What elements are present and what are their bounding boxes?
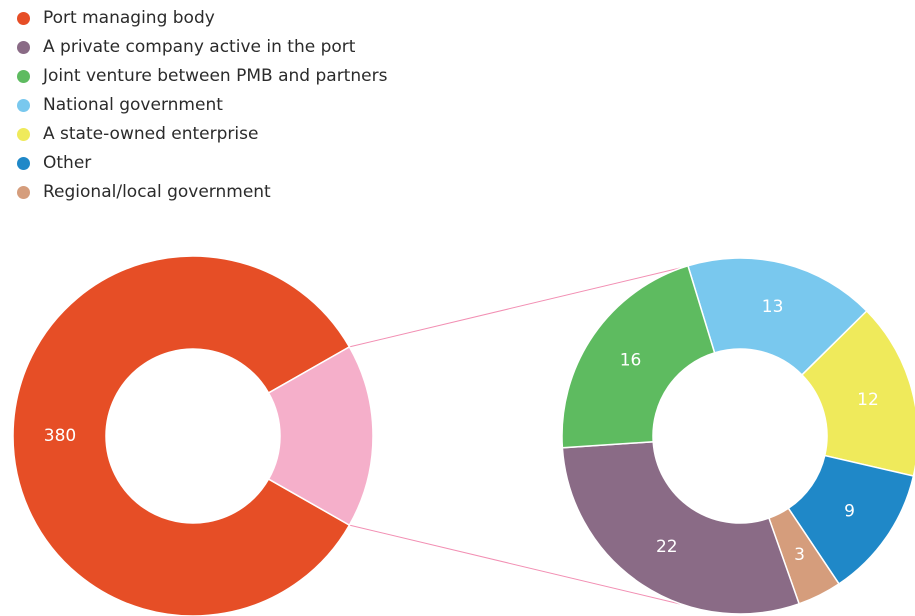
legend-item: A state-owned enterprise	[17, 122, 258, 146]
legend-label: A private company active in the port	[43, 37, 356, 57]
legend-label: Port managing body	[43, 8, 215, 28]
donut-slice	[12, 255, 351, 616]
slice-value-label: 16	[620, 350, 642, 370]
legend-swatch	[17, 185, 30, 199]
donut-slice	[267, 345, 374, 527]
slice-value-label: 13	[762, 297, 784, 317]
legend-label: Other	[43, 153, 92, 173]
slice-value-label: 3	[794, 545, 805, 565]
legend: Port managing body A private company acti…	[0, 0, 520, 210]
legend-label: National government	[43, 95, 223, 115]
legend-swatch	[17, 127, 30, 141]
donut-slice	[561, 440, 801, 615]
donut-breakdown: 13 12 9 3 22 16	[561, 257, 915, 615]
donut-slice	[687, 257, 868, 376]
donut-slice	[800, 309, 915, 477]
slice-value-label: 380	[44, 426, 76, 446]
legend-item: Regional/local government	[17, 180, 271, 204]
legend-item: A private company active in the port	[17, 35, 355, 59]
legend-item: Port managing body	[17, 6, 215, 30]
connector-line	[349, 524, 681, 605]
legend-swatch	[17, 69, 30, 83]
donut-slice	[561, 264, 716, 449]
slice-value-label: 22	[656, 537, 678, 557]
slice-value-label: 9	[844, 502, 855, 522]
donut-main: 380	[12, 255, 374, 616]
legend-item: Other	[17, 151, 91, 175]
legend-label: Regional/local government	[43, 182, 271, 202]
slice-value-label: 12	[857, 390, 879, 410]
legend-item: Joint venture between PMB and partners	[17, 64, 387, 88]
legend-swatch	[17, 98, 30, 112]
connector-line	[349, 267, 681, 348]
connector-lines	[349, 267, 681, 605]
legend-label: Joint venture between PMB and partners	[43, 66, 388, 86]
legend-swatch	[17, 40, 30, 54]
legend-swatch	[17, 156, 30, 170]
legend-label: A state-owned enterprise	[43, 124, 259, 144]
legend-swatch	[17, 11, 30, 25]
legend-item: National government	[17, 93, 223, 117]
